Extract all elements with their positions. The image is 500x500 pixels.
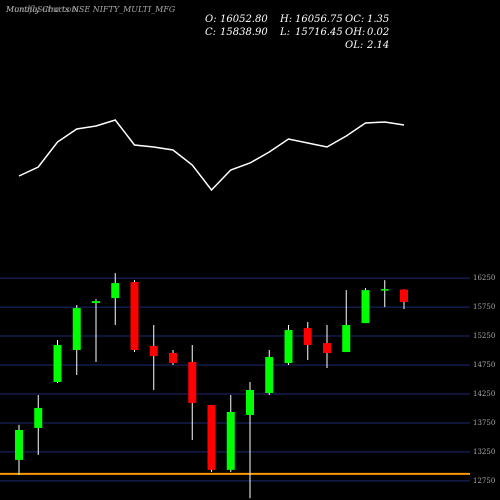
candle-body [361, 290, 370, 324]
candle-body [15, 429, 23, 460]
candle-body [207, 404, 216, 470]
candle-body [246, 389, 254, 415]
candle-body [130, 282, 139, 351]
stat-label: L: [279, 27, 290, 38]
stat-label: C: [205, 27, 216, 38]
candle-body [111, 283, 120, 299]
candle-body [226, 411, 235, 470]
stat-value: 16056.75 [295, 14, 343, 25]
stat-value: 15838.90 [220, 27, 268, 38]
stat-label: OL: [345, 40, 363, 51]
y-tick-label: 13250 [473, 448, 495, 456]
candle-body [92, 301, 100, 304]
candle-body [380, 289, 389, 291]
candle-body [53, 345, 62, 382]
site-name: MunafaSutra.com [5, 5, 79, 14]
candle-body [303, 328, 312, 346]
stat-value: 2.14 [366, 40, 389, 51]
candle-body [72, 308, 81, 351]
y-tick-label: 15750 [473, 303, 495, 311]
y-tick-label: 14250 [473, 390, 495, 398]
y-tick-label: 12750 [473, 477, 495, 485]
candle-body [34, 407, 43, 428]
y-tick-label: 13750 [473, 419, 495, 427]
stat-value: 1.35 [367, 14, 389, 25]
y-tick-label: 16250 [473, 274, 495, 282]
indicator-line [18, 119, 405, 192]
candle-body [284, 330, 293, 364]
stat-label: OH: [345, 27, 365, 38]
stat-label: H: [279, 14, 292, 25]
candle-body [265, 357, 274, 393]
candle-body [400, 289, 408, 302]
stat-value: 15716.45 [295, 27, 343, 38]
candle-body [149, 346, 158, 357]
stat-label: OC: [345, 14, 364, 25]
chart-title: Monthly Charts NSE NIFTY_MULTI_MFG [5, 5, 176, 14]
candle-body [342, 325, 351, 353]
candle-body [169, 353, 177, 364]
y-tick-label: 15250 [473, 332, 495, 340]
stat-value: 16052.80 [220, 14, 268, 25]
y-tick-label: 14750 [473, 361, 495, 369]
stat-label: O: [205, 14, 217, 25]
stat-value: 0.02 [367, 27, 389, 38]
candle-body [188, 362, 197, 403]
candle-body [323, 343, 331, 354]
